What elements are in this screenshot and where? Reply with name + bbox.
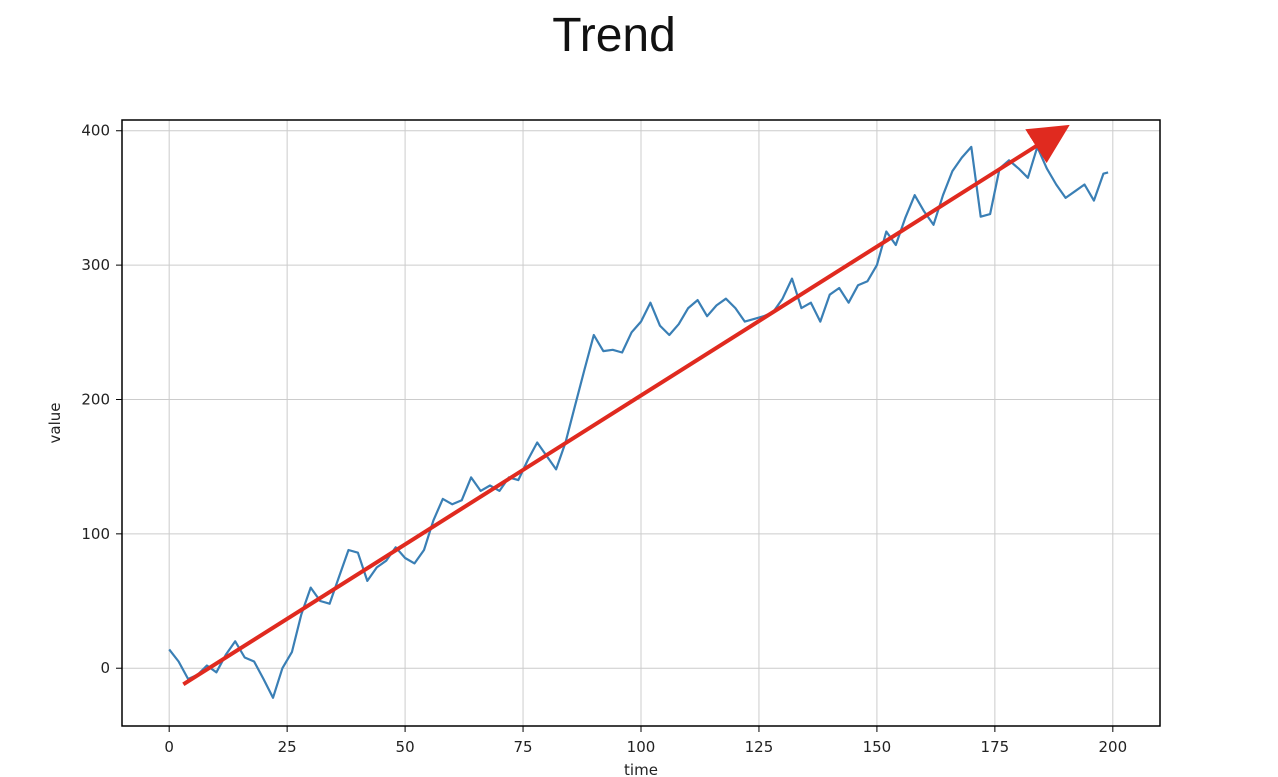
x-tick-label: 200 [1098,738,1127,756]
x-tick-label: 0 [164,738,174,756]
x-tick-label: 25 [278,738,297,756]
trend-arrow-layer [182,124,1070,687]
y-tick-label: 300 [81,256,110,274]
y-axis-label: value [46,403,64,444]
y-tick-label: 200 [81,390,110,408]
x-tick-label: 50 [396,738,415,756]
x-axis-label: time [624,761,658,777]
y-tick-label: 0 [100,659,110,677]
tick-labels: 0 25 50 75 100 125 150 175 200 0 100 200 300 400 [81,122,1127,756]
x-tick-label: 100 [627,738,656,756]
y-tick-label: 400 [81,122,110,140]
plot-frame [121,119,1161,727]
series-layer [168,145,1109,699]
tick-marks [116,130,1114,732]
trend-arrow [182,124,1070,687]
x-tick-label: 75 [513,738,532,756]
grid [122,120,1160,726]
x-tick-label: 175 [981,738,1010,756]
series-line [168,145,1109,699]
x-tick-label: 150 [863,738,892,756]
y-tick-label: 100 [81,525,110,543]
x-tick-label: 125 [745,738,774,756]
chart-title: Trend [552,9,676,62]
